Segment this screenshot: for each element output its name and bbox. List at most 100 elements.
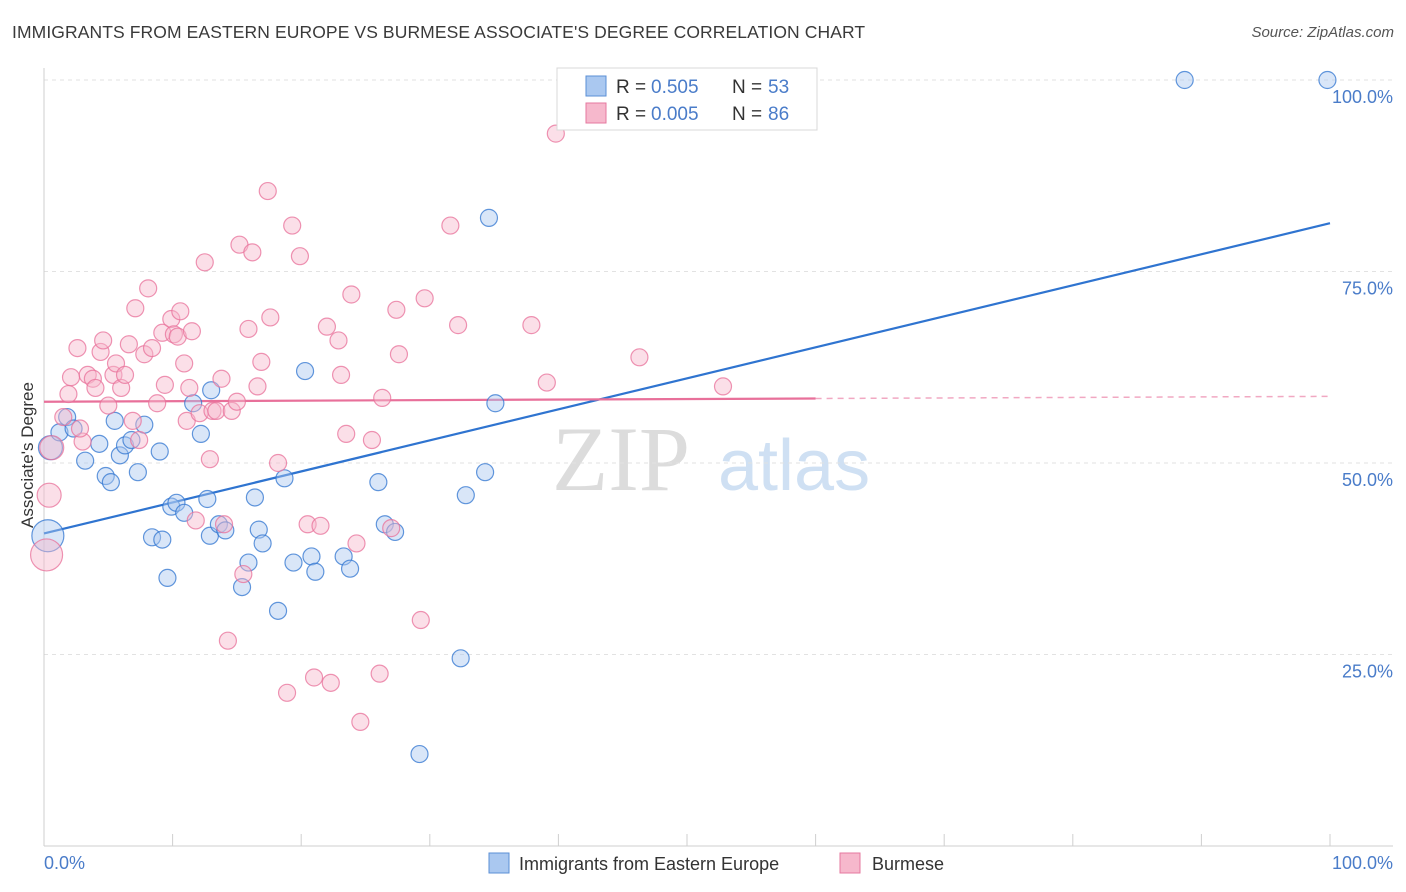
data-point-pink [70, 419, 90, 438]
trend-line-extension-pink [815, 395, 1331, 400]
series-legend-label-blue: Immigrants from Eastern Europe [519, 854, 779, 874]
data-point-blue [1175, 70, 1194, 90]
data-point-blue [110, 446, 129, 465]
data-point-pink [115, 365, 135, 385]
data-point-blue [101, 473, 120, 492]
x-tick-label-min: 0.0% [44, 853, 85, 873]
data-point-blue [245, 488, 265, 507]
data-point-pink [29, 538, 64, 572]
data-point-pink [411, 610, 430, 630]
data-point-blue [451, 649, 470, 668]
legend-n-label-1: N = [732, 77, 762, 98]
data-point-blue [58, 407, 77, 427]
data-point-pink [214, 515, 234, 534]
data-point-blue [340, 559, 360, 578]
data-point-pink [119, 335, 138, 354]
data-point-pink [311, 516, 330, 535]
data-point-pink [389, 345, 409, 364]
legend-r-label-2: R = [616, 104, 646, 125]
data-point-pink [277, 683, 297, 702]
data-point-pink [153, 323, 172, 342]
data-point-pink [86, 378, 105, 398]
data-point-pink [387, 300, 406, 319]
data-point-blue [105, 411, 124, 430]
series-legend-swatch-blue [488, 852, 510, 874]
data-point-blue [153, 530, 172, 549]
svg-text:atlas: atlas [718, 426, 870, 506]
data-point-blue [275, 469, 294, 488]
y-tick-label-50: 50.0% [1342, 470, 1393, 490]
data-point-pink [139, 279, 158, 298]
data-point-blue [191, 424, 210, 443]
data-point-pink [441, 216, 460, 235]
data-point-pink [148, 394, 167, 413]
data-point-pink [370, 664, 389, 683]
data-point-pink [283, 216, 302, 235]
legend-r-label-1: R = [616, 77, 646, 98]
data-point-blue [410, 744, 429, 764]
data-point-pink [195, 253, 214, 272]
data-point-blue [76, 451, 95, 470]
data-point-pink [304, 668, 324, 687]
data-point-blue [249, 520, 268, 539]
x-tick-label-max: 100.0% [1332, 853, 1393, 873]
trend-lines [43, 222, 1331, 535]
data-point-blue [486, 394, 505, 413]
data-point-pink [130, 430, 149, 450]
data-point-pink [415, 289, 434, 308]
data-point-pink [207, 401, 226, 421]
trend-line-pink [43, 397, 816, 403]
data-point-pink [126, 299, 145, 318]
data-point-pink [61, 368, 81, 387]
data-point-blue [295, 361, 315, 381]
data-point-pink [290, 247, 310, 266]
legend-n-label-2: N = [732, 104, 762, 125]
data-point-pink [39, 435, 65, 461]
data-point-pink [448, 316, 468, 335]
data-point-pink [342, 285, 361, 304]
data-point-pink [142, 339, 162, 358]
data-point-pink [630, 348, 649, 367]
data-point-pink [537, 373, 556, 392]
data-point-pink [351, 712, 370, 732]
data-point-blue [158, 568, 177, 588]
data-point-blue [184, 394, 203, 413]
data-point-blue [198, 489, 217, 509]
data-point-pink [252, 352, 271, 371]
data-point-pink [155, 375, 174, 394]
legend-r-value-2: 0.005 [651, 104, 699, 125]
data-point-pink [239, 319, 258, 339]
data-point-pink [329, 331, 348, 350]
y-tick-label-100: 100.0% [1332, 87, 1393, 107]
data-point-pink [36, 482, 62, 508]
data-point-blue [268, 601, 288, 620]
series-legend: Immigrants from Eastern Europe Burmese [488, 852, 944, 874]
gridlines: 25.0% 50.0% 75.0% 100.0% [44, 79, 1393, 682]
data-point-pink [175, 354, 194, 373]
series-legend-label-pink: Burmese [872, 854, 944, 874]
data-point-pink [91, 342, 110, 362]
data-point-pink [248, 377, 267, 396]
data-point-pink [227, 392, 246, 411]
data-point-pink [123, 411, 142, 430]
data-point-pink [234, 564, 253, 584]
data-point-blue [456, 486, 475, 505]
legend-r-value-1: 0.505 [651, 77, 699, 98]
y-tick-label-75: 75.0% [1342, 279, 1393, 299]
y-tick-label-25: 25.0% [1342, 662, 1393, 682]
data-point-blue [475, 463, 495, 482]
data-point-pink [94, 331, 113, 350]
data-point-pink [54, 407, 73, 427]
data-point-pink [713, 377, 733, 396]
data-point-pink [261, 308, 280, 327]
legend-swatch-pink [585, 102, 607, 124]
data-point-pink [362, 430, 382, 450]
data-point-pink [317, 317, 337, 336]
correlation-legend: R = 0.505 N = 53 R = 0.005 N = 86 [556, 67, 818, 131]
data-point-blue [128, 463, 147, 482]
data-point-pink [99, 396, 118, 415]
data-point-pink [212, 369, 231, 388]
source-label: Source: ZipAtlas.com [1251, 24, 1394, 41]
data-point-pink [168, 327, 187, 346]
